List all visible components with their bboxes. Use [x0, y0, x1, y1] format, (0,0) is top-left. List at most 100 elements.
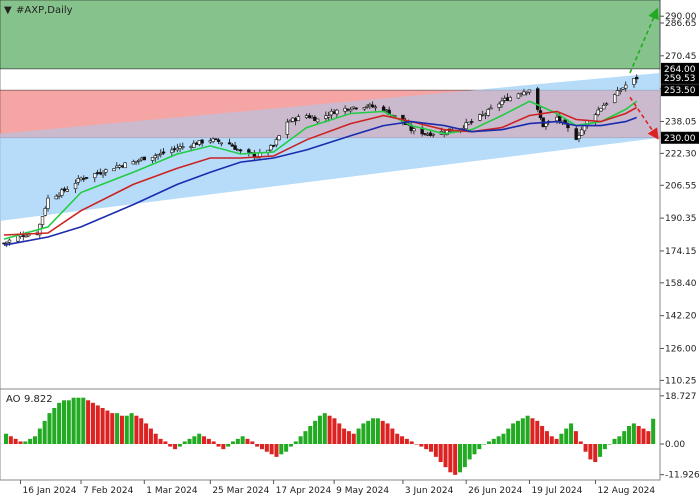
candle: [170, 146, 174, 157]
ao-bar: [617, 436, 622, 444]
candle-body: [60, 189, 64, 196]
arrow-down: [629, 96, 659, 140]
candle-body: [2, 242, 6, 245]
y-tick-label: 286.65: [665, 19, 697, 29]
candle: [431, 133, 435, 138]
candle-body: [346, 108, 350, 111]
candle-body: [599, 108, 603, 112]
candle-body: [310, 116, 314, 119]
candle-body: [98, 172, 102, 175]
ao-bar: [327, 415, 332, 444]
candle-body: [21, 235, 25, 237]
candle-body: [324, 115, 328, 119]
ao-bar: [448, 444, 453, 473]
candle-body: [233, 145, 237, 150]
ao-bar: [86, 400, 91, 444]
ao-bar: [395, 433, 400, 444]
ao-bar: [216, 444, 221, 447]
x-tick-label: 7 Feb 2024: [83, 486, 134, 496]
ao-bar: [429, 444, 434, 452]
candle: [227, 138, 232, 145]
ao-bar: [631, 423, 636, 444]
ao-bar: [158, 438, 163, 444]
ao-bar: [240, 436, 245, 444]
candle-body: [313, 116, 317, 122]
ao-bar: [573, 431, 578, 444]
ao-bar: [317, 415, 322, 444]
menu-chevron-icon[interactable]: ▼: [4, 5, 12, 16]
candle: [527, 89, 532, 95]
candle: [615, 86, 620, 97]
x-tick-label: 17 Apr 2024: [276, 486, 332, 496]
ao-bar: [607, 444, 612, 445]
ao-label: AO: [6, 394, 21, 405]
candle: [489, 104, 493, 110]
candle-body: [307, 115, 312, 118]
candle-body: [351, 106, 356, 109]
ao-bar: [245, 438, 250, 444]
ao-bar: [477, 444, 482, 450]
candle: [467, 121, 471, 126]
ao-bar: [308, 426, 313, 444]
ao-bar: [100, 408, 105, 444]
candle-body: [516, 93, 521, 99]
ao-bar: [42, 420, 47, 444]
candle: [93, 173, 97, 183]
candle-body: [269, 145, 273, 151]
candle-body: [527, 89, 532, 93]
candle-body: [373, 106, 378, 109]
moving-averages: [3, 100, 638, 246]
level-tag-label: 264.00: [664, 65, 696, 75]
ao-bar: [18, 441, 23, 444]
ao-bar: [361, 423, 366, 444]
candle-body: [368, 103, 372, 107]
ao-bar: [61, 400, 66, 444]
ao-bar: [636, 426, 641, 444]
candle: [365, 104, 369, 109]
candle-body: [525, 91, 529, 94]
candle-body: [46, 197, 50, 209]
candle: [291, 116, 295, 123]
ao-bar: [211, 441, 216, 444]
candle-body: [76, 178, 80, 183]
candle: [192, 140, 196, 149]
ao-bar: [646, 431, 651, 444]
candle-body: [580, 129, 584, 136]
candle-body: [161, 151, 166, 154]
candle: [486, 108, 490, 117]
candle-body: [635, 76, 639, 80]
ao-bar: [134, 415, 139, 444]
ao-bar: [173, 444, 178, 450]
level-tag: [661, 71, 699, 84]
candle-body: [216, 139, 221, 142]
ao-bar: [52, 408, 57, 444]
candle-body: [480, 114, 485, 116]
ao-bar: [375, 418, 380, 444]
candle-body: [73, 183, 78, 190]
ao-histogram: [4, 397, 656, 475]
ao-bar: [467, 444, 472, 460]
ao-bar: [105, 410, 110, 444]
candle-body: [82, 178, 86, 180]
ao-bar: [366, 420, 371, 444]
ao-bar: [57, 402, 62, 444]
ao-bar: [400, 436, 405, 444]
candle-body: [618, 90, 622, 92]
candle-body: [354, 107, 358, 110]
ao-bar: [593, 444, 598, 462]
ao-bar: [482, 444, 487, 445]
ao-bar: [115, 413, 120, 444]
candle-body: [5, 241, 9, 244]
candle-body: [486, 109, 490, 116]
candle-body: [343, 108, 347, 112]
candle: [596, 106, 600, 117]
ao-bar: [424, 444, 429, 450]
ao-bar: [564, 428, 569, 444]
candle: [142, 156, 147, 161]
candle-body: [431, 133, 435, 136]
ao-bar: [250, 441, 255, 444]
candle: [219, 142, 224, 147]
y-tick-label: 158.40: [665, 279, 697, 289]
ao-bar: [95, 405, 100, 444]
ao-bar: [4, 433, 9, 444]
